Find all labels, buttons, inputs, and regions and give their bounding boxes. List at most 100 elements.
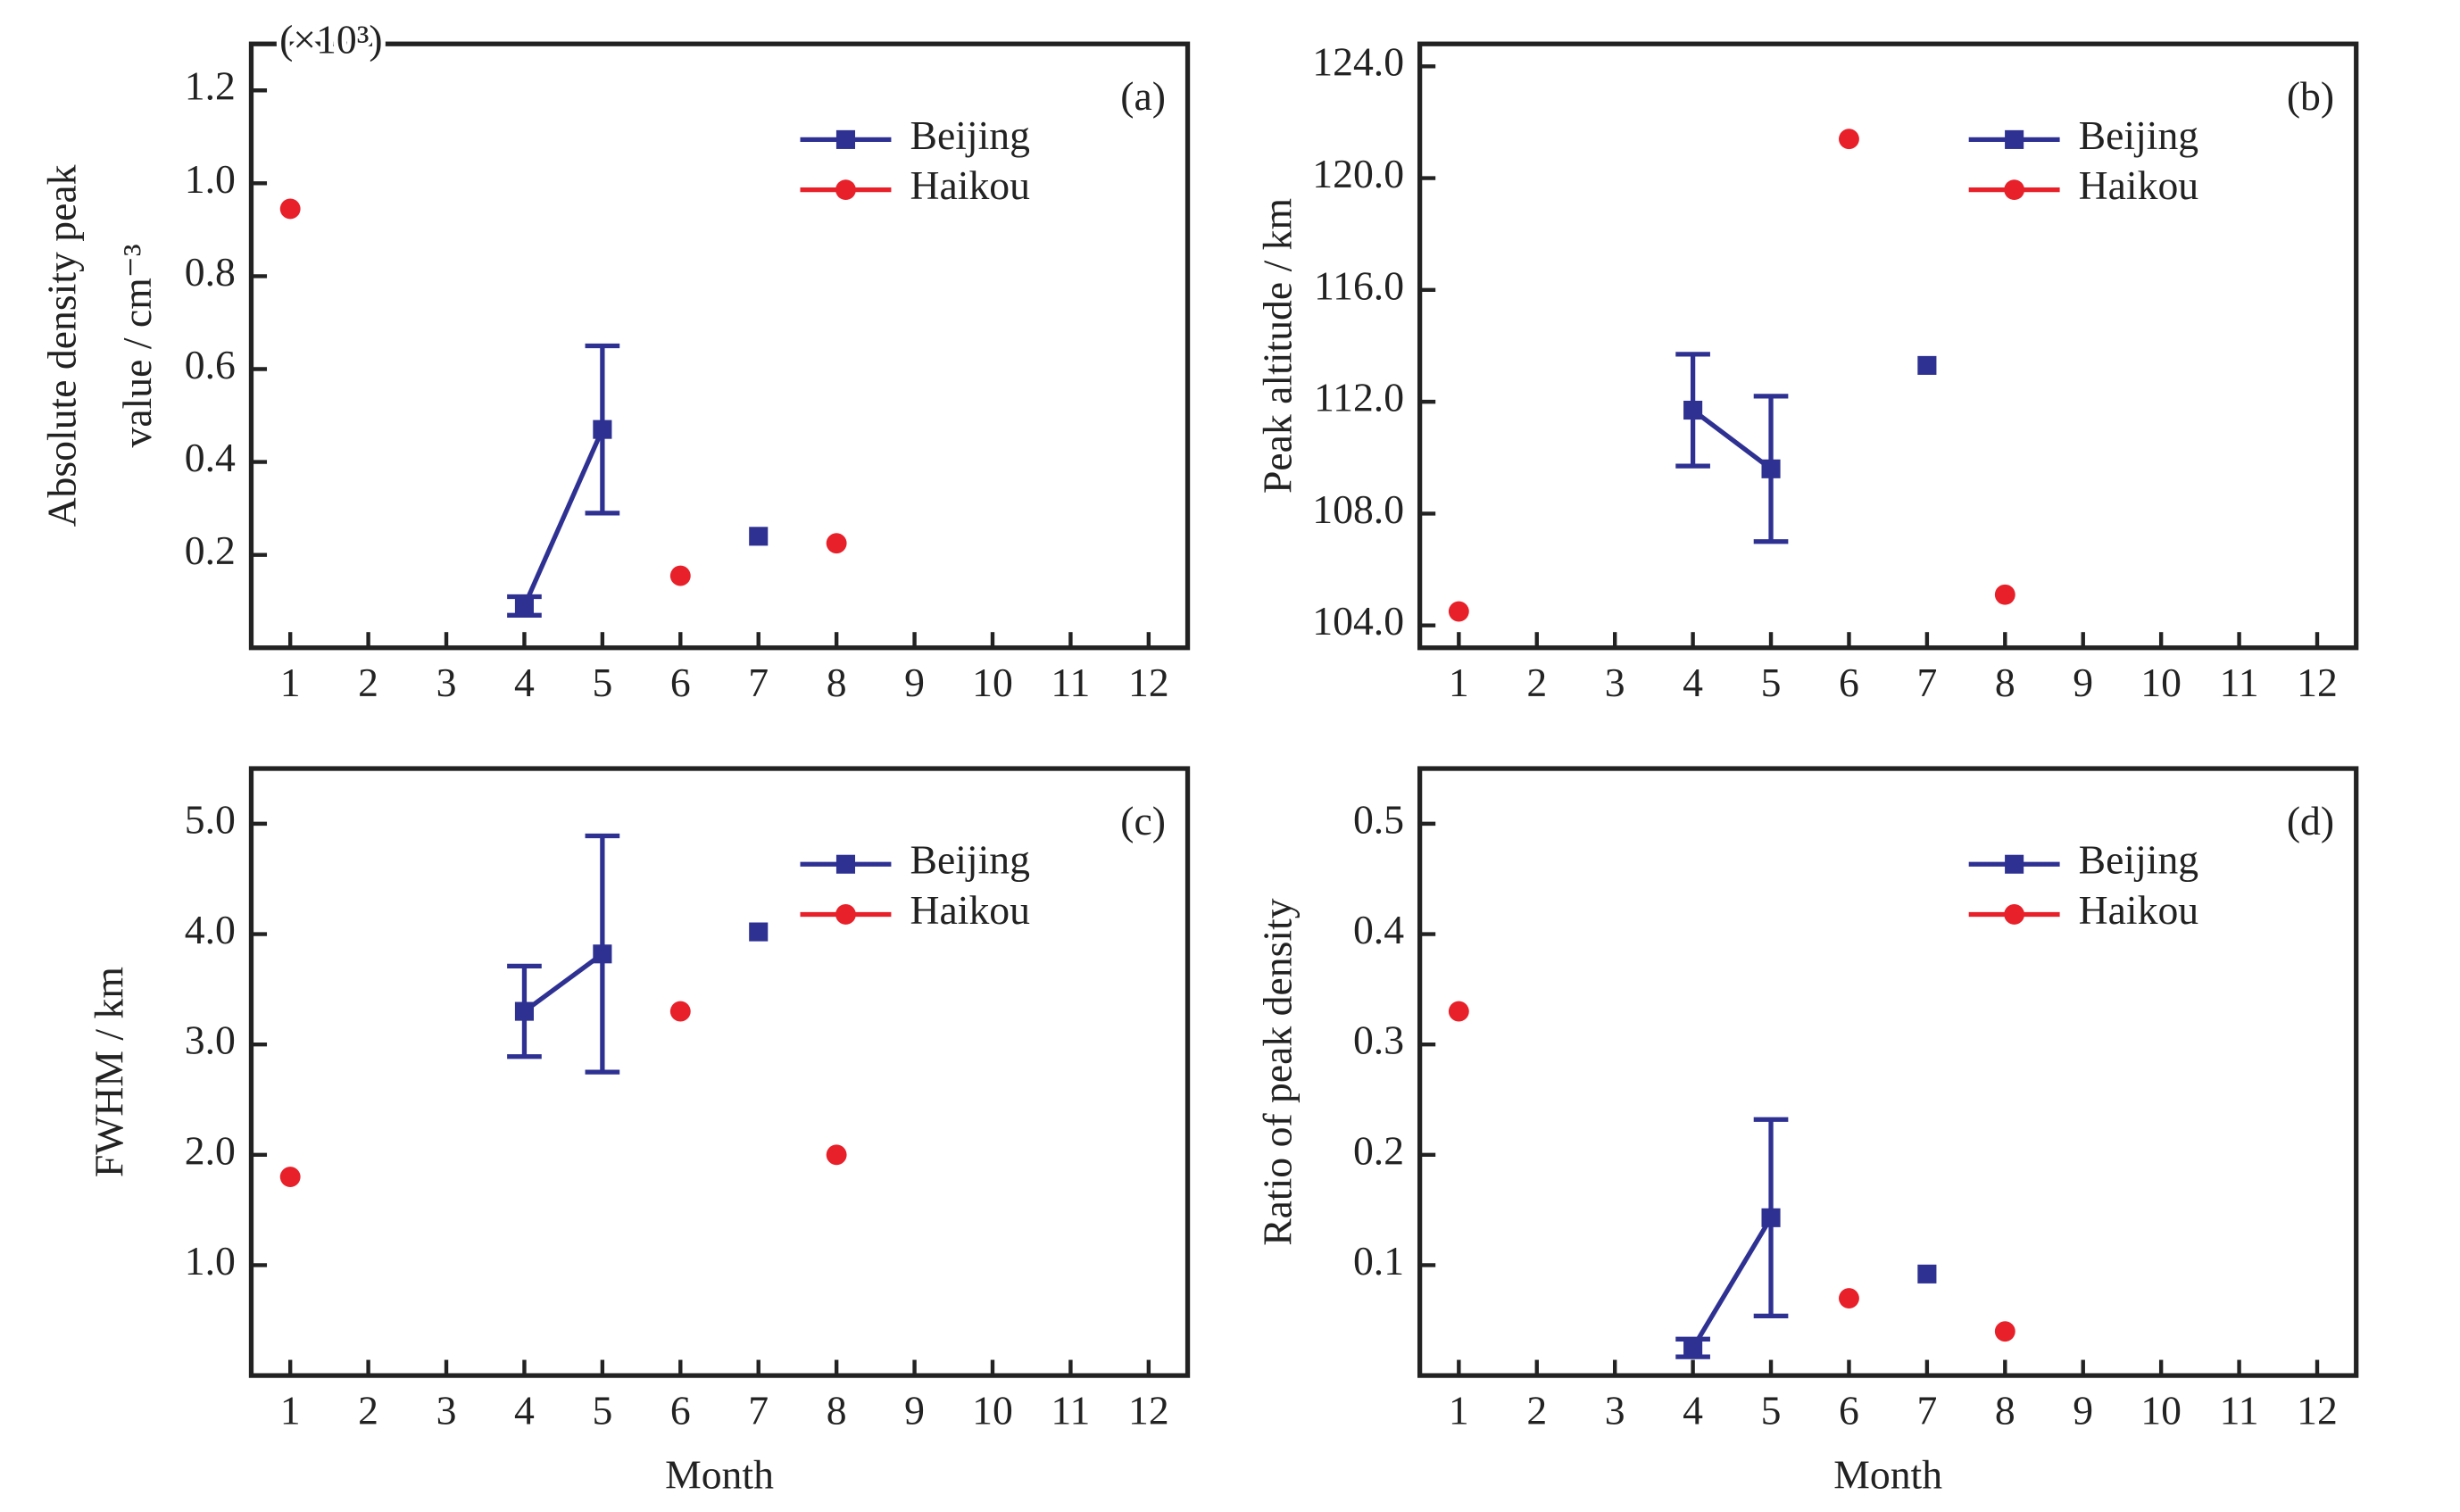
- x-tick-label: 2: [1526, 1388, 1547, 1433]
- x-tick-label: 3: [1605, 660, 1625, 705]
- marker: [826, 533, 847, 554]
- legend-label: Haikou: [910, 162, 1031, 208]
- series-line: [1693, 365, 1927, 469]
- marker: [1917, 1264, 1937, 1284]
- y-tick-label: 124.0: [1312, 39, 1404, 85]
- marker: [593, 420, 612, 439]
- panel-label: (c): [1120, 798, 1166, 843]
- marker: [279, 198, 301, 220]
- marker: [514, 596, 534, 616]
- x-tick-label: 7: [748, 660, 769, 705]
- x-tick-label: 12: [2297, 1388, 2338, 1433]
- x-tick-label: 9: [2073, 660, 2093, 705]
- y-tick-label: 116.0: [1314, 262, 1404, 308]
- x-tick-label: 9: [904, 660, 925, 705]
- marker: [1839, 129, 1859, 150]
- x-tick-label: 5: [1761, 1388, 1782, 1433]
- x-tick-label: 3: [436, 660, 457, 705]
- y-axis-label: Ratio of peak density: [1254, 898, 1300, 1246]
- marker: [749, 922, 769, 942]
- x-tick-label: 4: [514, 660, 535, 705]
- x-tick-label: 4: [1683, 660, 1703, 705]
- x-tick-label: 6: [1839, 1388, 1859, 1433]
- marker: [514, 1001, 534, 1021]
- x-axis-label: Month: [665, 1452, 774, 1498]
- legend-label: Beijing: [910, 837, 1030, 883]
- plot-frame: [1417, 766, 2359, 1378]
- legend-label: Haikou: [910, 887, 1031, 933]
- plot-frame: [248, 766, 1191, 1378]
- marker: [1761, 1208, 1781, 1227]
- legend-label: Haikou: [2079, 887, 2199, 933]
- x-tick-label: 5: [1761, 660, 1782, 705]
- x-tick-label: 12: [1128, 660, 1169, 705]
- y-axis-label: Peak altitude / km: [1254, 198, 1300, 494]
- x-tick-label: 9: [904, 1388, 925, 1433]
- panel-label: (a): [1120, 73, 1166, 119]
- x-tick-label: 2: [358, 1388, 378, 1433]
- y-axis-label: FWHM / km: [86, 967, 131, 1177]
- marker: [1448, 1001, 1469, 1022]
- plot-frame: [1417, 41, 2359, 651]
- y-tick-label: 3.0: [185, 1018, 236, 1063]
- legend-marker: [2004, 179, 2025, 201]
- panel-label: (d): [2287, 798, 2334, 843]
- x-tick-label: 4: [514, 1388, 535, 1433]
- legend-label: Beijing: [910, 112, 1030, 158]
- series-line: [1693, 1217, 1927, 1348]
- legend-marker: [2004, 904, 2025, 925]
- y-tick-label: 2.0: [185, 1127, 236, 1173]
- marker: [593, 944, 612, 964]
- y-tick-label: 0.4: [1353, 907, 1404, 952]
- y-tick-label: 120.0: [1312, 151, 1404, 196]
- axis-multiplier: (×10³): [279, 17, 383, 62]
- legend-marker: [835, 904, 856, 925]
- x-tick-label: 8: [1995, 1388, 2015, 1433]
- series-line: [524, 429, 758, 606]
- legend-marker: [2005, 854, 2024, 874]
- y-tick-label: 0.2: [185, 528, 236, 573]
- x-tick-label: 10: [2140, 1388, 2182, 1433]
- marker: [826, 1144, 847, 1166]
- legend-label: Haikou: [2079, 162, 2199, 208]
- x-tick-label: 10: [972, 660, 1013, 705]
- y-tick-label: 0.4: [185, 435, 236, 480]
- x-tick-label: 6: [670, 1388, 691, 1433]
- y-tick-label: 1.0: [185, 1238, 236, 1284]
- y-tick-label: 112.0: [1314, 375, 1404, 420]
- x-tick-label: 8: [1995, 660, 2015, 705]
- y-tick-label: 1.2: [185, 63, 236, 109]
- x-tick-label: 6: [1839, 660, 1859, 705]
- x-tick-label: 10: [2140, 660, 2182, 705]
- legend-label: Beijing: [2079, 112, 2198, 158]
- marker: [1761, 459, 1781, 478]
- x-tick-label: 1: [1449, 1388, 1469, 1433]
- y-axis-label: value / cm⁻³: [114, 244, 160, 447]
- x-tick-label: 11: [2220, 660, 2259, 705]
- x-tick-label: 3: [436, 1388, 457, 1433]
- x-tick-label: 1: [280, 1388, 301, 1433]
- y-tick-label: 4.0: [185, 907, 236, 952]
- y-tick-label: 0.3: [1353, 1018, 1404, 1063]
- x-tick-label: 7: [1916, 1388, 1937, 1433]
- x-tick-label: 11: [2220, 1388, 2259, 1433]
- x-tick-label: 12: [2297, 660, 2338, 705]
- x-tick-label: 12: [1128, 1388, 1169, 1433]
- x-tick-label: 7: [748, 1388, 769, 1433]
- x-tick-label: 10: [972, 1388, 1013, 1433]
- x-tick-label: 11: [1051, 1388, 1090, 1433]
- marker: [669, 565, 691, 586]
- marker: [1839, 1288, 1859, 1308]
- legend-label: Beijing: [2079, 837, 2198, 883]
- x-tick-label: 1: [1449, 660, 1469, 705]
- y-tick-label: 1.0: [185, 156, 236, 202]
- marker: [1683, 1338, 1703, 1358]
- legend-marker: [835, 179, 856, 201]
- y-tick-label: 108.0: [1312, 486, 1404, 532]
- series-line: [524, 932, 758, 1011]
- marker: [1917, 355, 1937, 375]
- y-tick-label: 0.6: [185, 342, 236, 387]
- y-axis-label: Absolute density peak: [39, 164, 85, 527]
- panel-label: (b): [2287, 73, 2334, 119]
- x-tick-label: 11: [1051, 660, 1090, 705]
